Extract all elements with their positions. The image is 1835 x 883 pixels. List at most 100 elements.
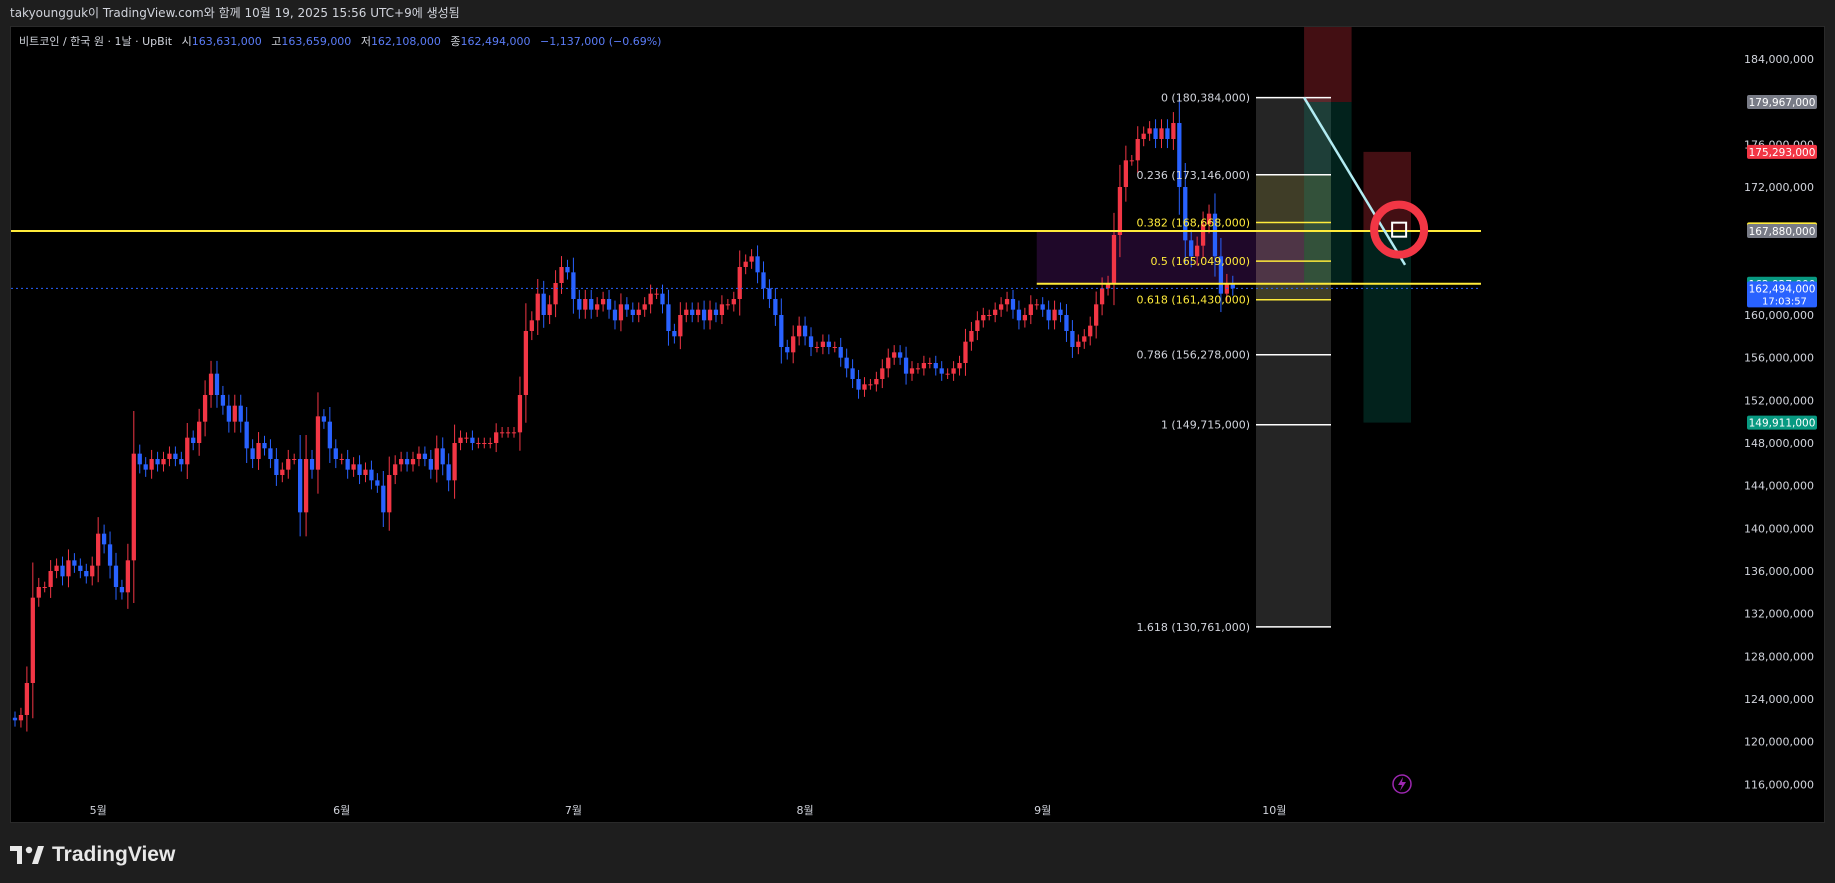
candle-body xyxy=(547,304,552,315)
candle-body xyxy=(1099,288,1105,305)
candle-body xyxy=(654,293,659,295)
candle-body xyxy=(678,315,683,337)
candle-body xyxy=(375,480,380,486)
candle-body xyxy=(321,416,327,422)
candle-body xyxy=(232,405,237,422)
candle-body xyxy=(72,560,77,566)
candle-body xyxy=(791,336,796,353)
fib-label: 1.618 (130,761,000) xyxy=(1136,621,1250,634)
candle-body xyxy=(1064,315,1069,331)
candle-body xyxy=(482,443,487,444)
candle-body xyxy=(1034,304,1039,306)
candle-body xyxy=(981,315,986,321)
candle-body xyxy=(1016,309,1022,321)
candle-body xyxy=(202,395,208,422)
candle-body xyxy=(458,437,463,443)
lightning-glyph xyxy=(1398,777,1406,791)
candle-body xyxy=(927,363,932,364)
candle-body xyxy=(226,405,231,422)
candle-body xyxy=(690,309,695,315)
brand-name: TradingView xyxy=(52,843,176,866)
candle-body xyxy=(939,368,944,374)
candle-body xyxy=(1058,309,1063,315)
y-tick-label: 160,000,000 xyxy=(1744,309,1814,322)
candle-body xyxy=(963,341,968,363)
candle-body xyxy=(975,320,980,331)
candle-body xyxy=(1076,341,1081,347)
candle-body xyxy=(642,304,647,310)
candle-body xyxy=(1165,128,1170,139)
price-chart[interactable]: 0 (180,384,000) 0.236 (173,146,000) 0.382 … xyxy=(11,27,1824,822)
candle-body xyxy=(1022,315,1028,321)
price-tag-label: 179,967,000 xyxy=(1749,97,1816,109)
trade-risk-zone xyxy=(1363,151,1411,231)
fib-label: 0 (180,384,000) xyxy=(1161,92,1250,105)
close-label: 종 xyxy=(450,35,461,48)
candle-body xyxy=(24,683,30,715)
candle-body xyxy=(488,443,493,444)
candle-body xyxy=(826,341,831,347)
candle-body xyxy=(143,464,148,470)
candle-body xyxy=(951,368,956,374)
candle-body xyxy=(773,299,778,315)
candle-body xyxy=(945,373,950,375)
candle-body xyxy=(606,299,612,310)
square-marker-icon xyxy=(1391,221,1408,238)
candle-body xyxy=(446,464,451,481)
candle-body xyxy=(892,352,897,358)
candle-body xyxy=(725,304,730,306)
candle-body xyxy=(1040,304,1045,310)
candle-body xyxy=(820,341,826,347)
candle-body xyxy=(167,453,172,459)
candle-body xyxy=(535,293,540,321)
candle-body xyxy=(84,571,89,577)
candle-body xyxy=(393,464,398,475)
candle-body xyxy=(96,533,101,566)
candle-body xyxy=(1189,240,1194,257)
candle-body xyxy=(1094,304,1099,326)
price-tag-label: 175,293,000 xyxy=(1749,147,1816,159)
candle-body xyxy=(1212,213,1218,257)
candle-body xyxy=(897,352,903,358)
candle-body xyxy=(743,261,748,267)
range-box xyxy=(1036,230,1305,284)
candle-body xyxy=(191,437,196,443)
x-tick-label: 5월 xyxy=(90,804,107,817)
y-tick-label: 120,000,000 xyxy=(1744,736,1814,749)
candle-body xyxy=(1171,123,1176,139)
candle-body xyxy=(54,565,59,571)
candle-body xyxy=(36,587,41,598)
candle-body xyxy=(131,453,136,561)
candle-body xyxy=(856,379,861,390)
candle-body xyxy=(523,331,529,395)
candle-body xyxy=(416,453,422,459)
candle-body xyxy=(1123,160,1128,187)
candle-body xyxy=(1105,283,1111,289)
x-tick-label: 6월 xyxy=(333,804,350,817)
candle-body xyxy=(1147,128,1152,134)
y-tick-label: 172,000,000 xyxy=(1744,181,1814,194)
tradingview-logo-icon xyxy=(10,846,44,864)
candle-body xyxy=(600,299,606,305)
chart-frame[interactable]: 비트코인 / 한국 원 · 1날 · UpBit 시163,631,000 고1… xyxy=(10,26,1825,823)
candle-body xyxy=(179,459,184,465)
candle-body xyxy=(464,437,469,439)
candle-body xyxy=(125,560,131,593)
candle-body xyxy=(577,299,582,310)
candle-body xyxy=(363,469,368,475)
candle-body xyxy=(250,448,255,459)
candle-body xyxy=(1004,299,1010,305)
candle-body xyxy=(1028,304,1033,315)
candle-body xyxy=(589,299,594,310)
trend-line xyxy=(1303,96,1407,266)
candle-body xyxy=(707,309,713,321)
candle-body xyxy=(333,448,338,459)
candle-body xyxy=(101,533,107,545)
candle-body xyxy=(957,363,962,369)
candle-body xyxy=(149,459,154,470)
candle-body xyxy=(1129,160,1134,162)
candle-body xyxy=(731,299,736,305)
candle-body xyxy=(1141,133,1146,139)
candle-body xyxy=(1088,325,1093,337)
price-tag-label: 167,880,000 xyxy=(1749,226,1816,238)
